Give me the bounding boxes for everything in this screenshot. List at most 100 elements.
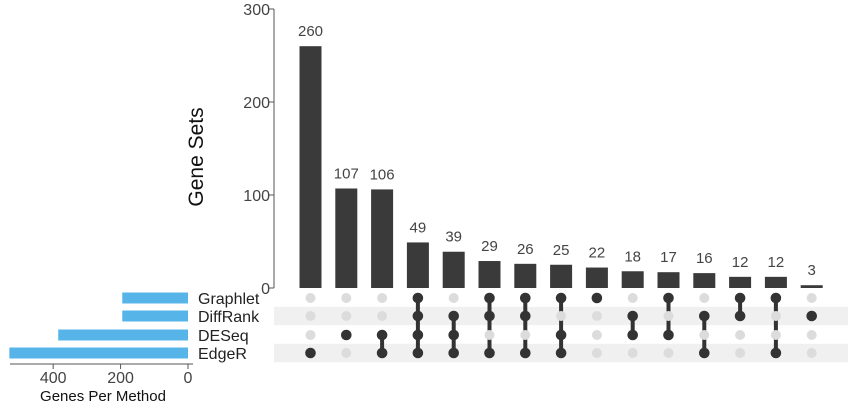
set-size-axis-title: Genes Per Method bbox=[40, 388, 166, 405]
y-tick-label: 200 bbox=[243, 95, 270, 112]
matrix-dot-inactive bbox=[663, 348, 674, 358]
intersection-bar-label: 26 bbox=[517, 241, 534, 258]
y-axis-title: Gene Sets bbox=[185, 107, 208, 206]
matrix-dot-active bbox=[555, 292, 567, 304]
set-label-edger: EdgeR bbox=[198, 346, 247, 363]
matrix-dot-inactive bbox=[770, 330, 781, 340]
matrix-dot-active bbox=[555, 329, 567, 341]
matrix-dot-inactive bbox=[556, 311, 567, 321]
intersection-bar bbox=[371, 189, 394, 288]
intersection-bar-label: 39 bbox=[445, 229, 462, 246]
y-tick-label: 300 bbox=[243, 2, 270, 19]
matrix-dot-active bbox=[448, 329, 460, 341]
set-label-diffrank: DiffRank bbox=[198, 309, 260, 326]
matrix-dot-active bbox=[412, 310, 424, 322]
intersection-bar bbox=[442, 251, 465, 288]
matrix-dot-active bbox=[699, 310, 710, 322]
intersection-bar bbox=[657, 272, 680, 288]
matrix-dot-active bbox=[520, 347, 531, 359]
matrix-dot-active bbox=[591, 292, 603, 304]
matrix-dot-inactive bbox=[520, 330, 531, 340]
matrix-dot-active bbox=[663, 329, 674, 341]
intersection-bar-label: 29 bbox=[481, 238, 498, 255]
matrix-dot-active bbox=[663, 292, 674, 304]
set-axis-tick-label: 0 bbox=[184, 370, 193, 387]
matrix-dot-active bbox=[520, 292, 531, 304]
matrix-dot-active bbox=[341, 329, 352, 341]
matrix-dot-inactive bbox=[484, 330, 495, 340]
intersection-bar-label: 18 bbox=[624, 248, 641, 265]
matrix-dot-active bbox=[448, 310, 460, 322]
set-size-bars bbox=[9, 292, 189, 359]
matrix-dot-inactive bbox=[377, 293, 388, 303]
set-size-bar-graphlet bbox=[122, 292, 188, 304]
set-size-bar-deseq bbox=[58, 329, 189, 341]
matrix-dot-inactive bbox=[591, 311, 602, 321]
intersection-bar bbox=[729, 276, 752, 288]
matrix-dot-inactive bbox=[341, 293, 352, 303]
y-tick-label: 0 bbox=[261, 281, 270, 298]
matrix-dot-inactive bbox=[591, 348, 602, 358]
intersection-bar-label: 107 bbox=[334, 165, 359, 182]
intersection-matrix bbox=[305, 292, 817, 359]
matrix-dot-active bbox=[376, 347, 388, 359]
intersection-bars bbox=[299, 46, 823, 289]
matrix-dot-inactive bbox=[627, 293, 638, 303]
intersection-bar-label: 260 bbox=[298, 23, 323, 40]
matrix-dot-active bbox=[376, 329, 388, 341]
intersection-bar-labels: 260 107 106 49 39 29 26 25 22 18 17 16 12 12 3 bbox=[298, 23, 816, 279]
matrix-dot-inactive bbox=[341, 311, 352, 321]
matrix-dot-active bbox=[734, 292, 746, 304]
intersection-bar-label: 12 bbox=[732, 254, 749, 271]
intersection-bar bbox=[478, 261, 501, 288]
intersection-bar bbox=[406, 242, 429, 288]
matrix-dot-inactive bbox=[735, 330, 746, 340]
intersection-bar bbox=[299, 46, 322, 289]
matrix-dot-active bbox=[484, 310, 495, 322]
matrix-dot-active bbox=[412, 347, 424, 359]
set-axis-tick-label: 400 bbox=[40, 370, 67, 387]
intersection-bar-label: 3 bbox=[808, 262, 816, 279]
set-label-deseq: DESeq bbox=[198, 328, 249, 345]
y-tick-label: 100 bbox=[243, 188, 270, 205]
set-size-bar-edger bbox=[9, 347, 188, 359]
intersection-bar-label: 12 bbox=[768, 254, 785, 271]
intersection-bar bbox=[621, 271, 644, 288]
matrix-dot-active bbox=[627, 310, 638, 322]
matrix-dot-inactive bbox=[305, 330, 316, 340]
intersection-bar bbox=[764, 276, 787, 288]
matrix-dot-inactive bbox=[377, 311, 388, 321]
matrix-dot-active bbox=[412, 292, 424, 304]
matrix-dot-active bbox=[412, 329, 424, 341]
matrix-dot-inactive bbox=[735, 348, 746, 358]
intersection-bar bbox=[550, 264, 573, 288]
set-size-bar-diffrank bbox=[122, 310, 188, 322]
matrix-dot-active bbox=[484, 347, 495, 359]
matrix-dot-active bbox=[448, 347, 460, 359]
intersection-bar-label: 22 bbox=[589, 245, 606, 262]
matrix-dot-active bbox=[627, 329, 638, 341]
matrix-dot-inactive bbox=[663, 311, 674, 321]
matrix-dot-inactive bbox=[448, 293, 459, 303]
matrix-dot-inactive bbox=[305, 293, 316, 303]
y-axis: 0 100 200 300 bbox=[243, 2, 275, 298]
set-size-axis: 400 200 0 bbox=[10, 363, 193, 387]
matrix-dot-inactive bbox=[806, 330, 817, 340]
intersection-bar bbox=[514, 263, 537, 288]
matrix-dot-active bbox=[806, 310, 817, 322]
set-axis-tick-label: 200 bbox=[107, 370, 134, 387]
set-label-graphlet: Graphlet bbox=[198, 291, 260, 308]
matrix-dot-inactive bbox=[591, 330, 602, 340]
intersection-bar bbox=[800, 285, 823, 288]
matrix-dot-active bbox=[699, 347, 710, 359]
intersection-bar bbox=[585, 267, 608, 288]
intersection-bar-label: 17 bbox=[660, 249, 677, 266]
matrix-dot-inactive bbox=[627, 348, 638, 358]
matrix-dot-inactive bbox=[699, 330, 710, 340]
intersection-bar-label: 16 bbox=[696, 250, 713, 267]
intersection-bar bbox=[693, 273, 716, 288]
intersection-bar-label: 49 bbox=[410, 219, 427, 236]
matrix-dot-active bbox=[484, 292, 495, 304]
intersection-bar bbox=[335, 188, 358, 288]
